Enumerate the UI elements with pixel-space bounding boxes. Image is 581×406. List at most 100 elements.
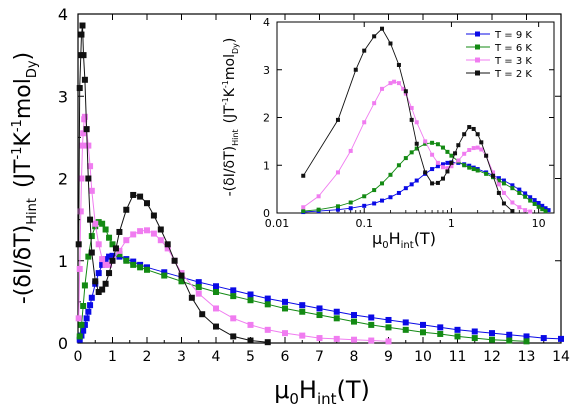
main-data-point: [540, 335, 547, 342]
inset-legend: T = 9 K T = 6 K T = 3 K T = 2 K: [466, 30, 532, 80]
inset-data-point: [388, 195, 393, 200]
main-data-point: [264, 301, 271, 308]
main-data-point: [77, 208, 84, 215]
main-x-tick-label: 12: [483, 349, 501, 365]
main-data-point: [199, 311, 206, 318]
inset-data-point: [467, 125, 472, 130]
inset-data-point: [462, 132, 467, 137]
main-data-point: [264, 326, 271, 333]
main-data-point: [76, 265, 83, 272]
inset-data-point: [392, 79, 397, 84]
main-x-tick-label: 13: [518, 349, 536, 365]
main-data-point: [116, 228, 123, 235]
main-data-point: [213, 283, 219, 290]
main-y-tick-label: 3: [58, 87, 68, 106]
main-data-point: [247, 291, 254, 298]
main-data-point: [137, 264, 144, 271]
main-data-point: [99, 220, 106, 227]
main-data-point: [213, 289, 219, 296]
main-data-point: [87, 163, 94, 170]
inset-data-point: [496, 178, 501, 183]
main-data-point: [79, 142, 86, 149]
main-x-tick-label: 11: [449, 349, 467, 365]
legend-label: T = 9 K: [494, 30, 532, 41]
main-data-point: [437, 330, 444, 337]
inset-data-point: [440, 145, 445, 150]
main-series-t-6-k: [76, 219, 530, 345]
main-data-point: [144, 227, 150, 234]
inset-data-point: [462, 163, 467, 168]
main-x-tick-label: 10: [414, 349, 432, 365]
inset-data-point: [484, 171, 489, 176]
main-data-point: [282, 330, 288, 337]
main-data-point: [264, 339, 271, 346]
inset-series-line: [303, 81, 531, 213]
inset-data-point: [510, 200, 515, 205]
inset-data-point: [335, 117, 340, 122]
inset-data-point: [435, 142, 440, 147]
main-data-point: [80, 302, 87, 309]
inset-data-point: [423, 170, 428, 175]
main-data-point: [420, 329, 426, 336]
inset-data-point: [440, 176, 445, 181]
main-data-point: [80, 130, 87, 137]
main-data-point: [157, 226, 164, 233]
main-x-tick-label: 5: [246, 349, 255, 365]
main-x-tick-label: 6: [281, 349, 290, 365]
main-data-point: [213, 323, 219, 330]
inset-data-point: [348, 148, 353, 153]
legend-marker: [475, 31, 480, 37]
main-series-line: [79, 221, 527, 342]
inset-data-point: [388, 172, 393, 177]
inset-series-t-6-k: [301, 140, 548, 214]
inset-data-point: [396, 81, 401, 86]
inset-data-point: [380, 198, 385, 203]
inset-data-point: [449, 164, 454, 169]
main-data-point: [164, 241, 171, 248]
inset-data-point: [471, 126, 476, 131]
inset-data-point: [414, 146, 419, 151]
inset-x-axis-label: μ0Hint(T): [372, 229, 436, 251]
main-data-point: [116, 247, 123, 254]
main-x-tick-label: 1: [108, 349, 117, 365]
inset-data-point: [517, 205, 522, 210]
inset-data-point: [430, 140, 435, 145]
inset-data-point: [523, 191, 528, 196]
main-data-point: [195, 279, 202, 286]
main-data-point: [88, 187, 95, 194]
main-data-point: [85, 253, 92, 260]
main-data-point: [164, 245, 171, 252]
main-data-point: [88, 249, 95, 256]
main-series-line: [79, 255, 562, 340]
main-data-point: [81, 76, 88, 83]
inset-data-point: [540, 203, 545, 208]
inset-data-point: [543, 206, 548, 211]
inset-data-point: [362, 194, 367, 199]
inset-data-point: [491, 170, 496, 175]
main-data-point: [99, 286, 106, 293]
main-data-point: [150, 230, 157, 237]
inset-data-point: [471, 146, 476, 151]
inset-data-point: [440, 162, 445, 167]
main-data-point: [81, 113, 88, 120]
main-data-point: [299, 302, 306, 309]
inset-data-point: [467, 147, 472, 152]
inset-data-point: [403, 156, 408, 161]
inset-data-point: [435, 164, 440, 169]
inset-data-point: [532, 201, 537, 206]
main-data-point: [78, 175, 85, 182]
inset-data-point: [456, 143, 461, 148]
main-data-point: [76, 336, 83, 343]
inset-data-point: [353, 67, 358, 72]
main-data-point: [102, 226, 109, 233]
inset-data-point: [335, 204, 340, 209]
main-x-tick-label: 4: [212, 349, 221, 365]
main-data-point: [109, 257, 116, 264]
inset-y-tick-label: 1: [263, 159, 270, 172]
main-data-point: [130, 258, 137, 265]
inset-data-point: [496, 182, 501, 187]
inset-data-point: [348, 206, 353, 211]
main-x-tick-label: 2: [143, 349, 152, 365]
inset-data-point: [528, 198, 533, 203]
